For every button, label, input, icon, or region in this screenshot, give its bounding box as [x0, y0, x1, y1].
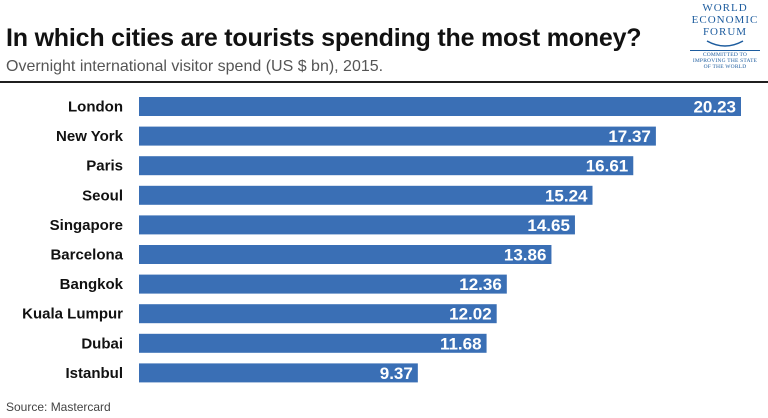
logo-tagline-3: OF THE WORLD	[703, 64, 747, 70]
bar-dubai	[139, 333, 487, 353]
category-label-istanbul: Istanbul	[65, 365, 123, 382]
category-label-dubai: Dubai	[81, 335, 123, 352]
category-label-singapore: Singapore	[50, 217, 123, 234]
category-label-barcelona: Barcelona	[50, 247, 123, 264]
logo-arc-icon	[706, 40, 744, 47]
value-label-paris: 16.61	[586, 157, 629, 176]
bar-paris	[139, 156, 634, 176]
value-label-london: 20.23	[693, 98, 736, 117]
bar-barcelona	[139, 245, 552, 264]
category-label-seoul: Seoul	[82, 187, 123, 204]
value-label-istanbul: 9.37	[380, 364, 413, 383]
bar-istanbul	[139, 363, 418, 383]
value-label-bangkok: 12.36	[459, 275, 502, 294]
bar-new-york	[139, 126, 656, 146]
value-label-singapore: 14.65	[527, 216, 570, 235]
chart-title: In which cities are tourists spending th…	[6, 24, 642, 52]
category-label-new-york: New York	[56, 128, 124, 145]
header-divider	[0, 81, 768, 83]
category-label-paris: Paris	[86, 158, 123, 175]
value-label-new-york: 17.37	[608, 127, 651, 146]
value-label-seoul: 15.24	[545, 186, 588, 205]
bar-seoul	[139, 185, 593, 205]
bar-singapore	[139, 215, 575, 235]
category-label-bangkok: Bangkok	[60, 276, 124, 293]
value-label-barcelona: 13.86	[504, 246, 547, 265]
source-note: Source: Mastercard	[6, 400, 111, 414]
bar-chart: London 20.23 New York 17.37 Paris 16.61 Seoul 1…	[22, 97, 741, 383]
logo-tagline-2: IMPROVING THE STATE	[692, 58, 758, 64]
category-label-kuala-lumpur: Kuala Lumpur	[22, 306, 123, 323]
logo-tagline-1: COMMITTED TO	[702, 52, 748, 58]
category-label-london: London	[68, 99, 123, 116]
value-label-kuala-lumpur: 12.02	[449, 305, 492, 324]
logo-divider	[690, 50, 760, 51]
bar-bangkok	[139, 274, 507, 294]
value-label-dubai: 11.68	[440, 334, 482, 353]
logo-line-world: WORLD	[702, 2, 748, 14]
logo-line-economic: ECONOMIC	[691, 14, 759, 26]
chart-subtitle: Overnight international visitor spend (U…	[6, 58, 384, 75]
world-economic-forum-logo: WORLD ECONOMIC FORUM COMMITTED TO IMPROV…	[684, 2, 766, 78]
logo-line-forum: FORUM	[702, 26, 748, 38]
bar-london	[139, 97, 741, 116]
bar-kuala-lumpur	[139, 304, 497, 324]
